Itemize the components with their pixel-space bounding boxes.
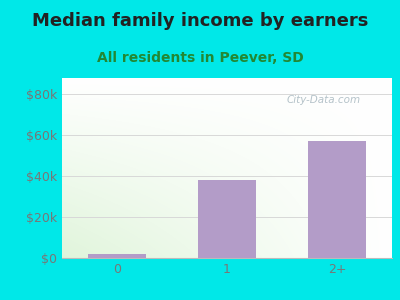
Text: City-Data.com: City-Data.com: [286, 94, 360, 105]
Text: Median family income by earners: Median family income by earners: [32, 12, 368, 30]
Bar: [198, 180, 256, 258]
Bar: [88, 254, 146, 258]
Bar: [308, 141, 366, 258]
Text: All residents in Peever, SD: All residents in Peever, SD: [97, 51, 303, 65]
